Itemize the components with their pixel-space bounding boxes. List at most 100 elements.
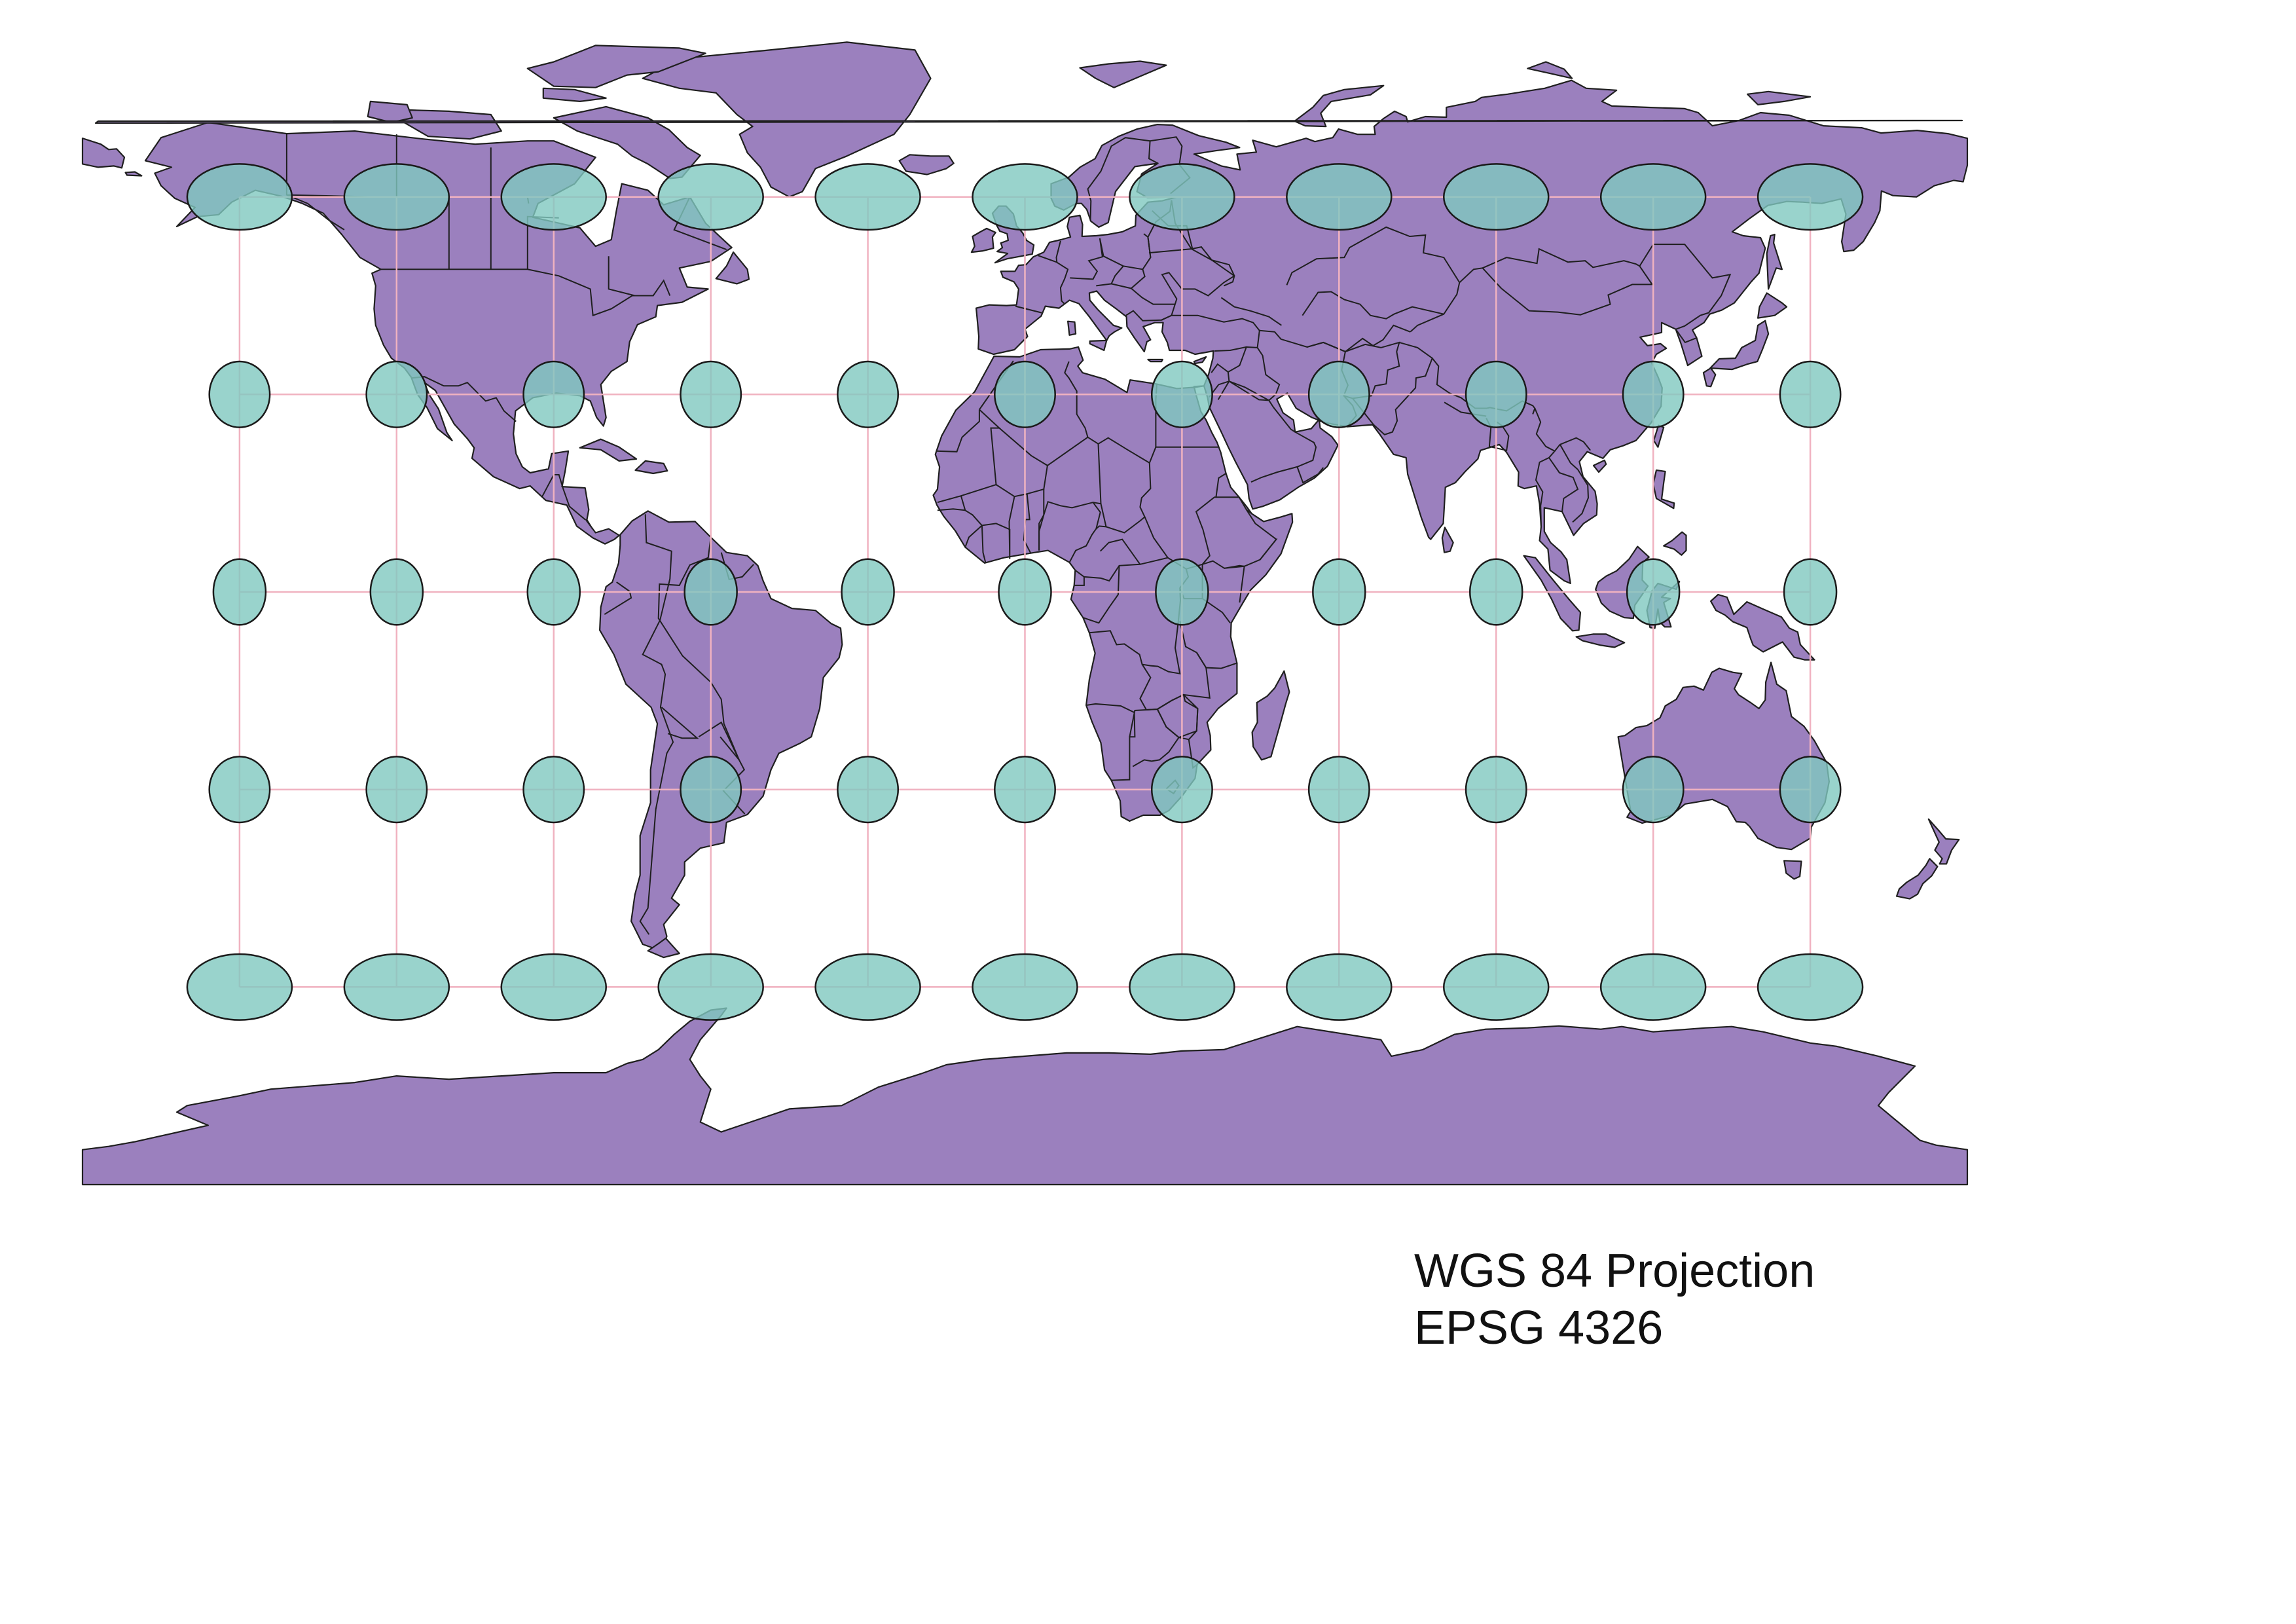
border-zimbabwe [1156, 693, 1199, 739]
projection-name-label: WGS 84 Projection [1414, 1245, 1815, 1297]
tissot-indicatrix [186, 953, 293, 1021]
cyprus [1193, 356, 1207, 365]
border-central-asia-2 [1307, 324, 1411, 353]
tissot-indicatrix [1779, 756, 1842, 824]
north-america-landmass [144, 121, 733, 545]
greenland-landmass [642, 41, 932, 198]
tissot-indicatrix [1129, 163, 1235, 231]
tissot-indicatrix [500, 953, 607, 1021]
border-central-asia [1302, 291, 1444, 320]
tissot-indicatrix [837, 756, 900, 824]
tissot-indicatrix [972, 953, 1078, 1021]
taiwan [1652, 424, 1665, 448]
alaska-islands [124, 171, 143, 177]
sardinia-corsica [1066, 320, 1077, 336]
border-arabia [1217, 380, 1317, 483]
border-us-canada [380, 268, 671, 317]
tissot-indicatrix [1779, 360, 1842, 428]
tissot-indicatrix [972, 163, 1078, 231]
border-europe-11 [1148, 246, 1235, 297]
iceland [898, 154, 955, 175]
tissot-indicatrix [208, 756, 271, 824]
tissot-indicatrix [522, 360, 585, 428]
border-n-africa-3 [936, 409, 980, 452]
novaya-zemlya [1294, 84, 1385, 128]
border-laos-vietnam-2 [1559, 444, 1590, 523]
chukotka-east [81, 138, 126, 169]
border-w-africa-5 [937, 508, 966, 511]
border-thailand [1548, 457, 1579, 512]
victoria-island [401, 109, 502, 140]
tissot-indicatrix [186, 163, 293, 231]
tissot-indicatrix [1622, 756, 1685, 824]
tissot-indicatrix [500, 163, 607, 231]
tissot-indicatrix [837, 360, 900, 428]
svalbard [1079, 60, 1167, 88]
border-europe-6 [1096, 265, 1124, 287]
banks-island [367, 100, 413, 124]
border-central-africa-6 [1074, 576, 1085, 586]
tissot-indicatrix [1286, 953, 1393, 1021]
sicily [1089, 339, 1108, 352]
border-malawi-moz [1182, 652, 1211, 769]
tissot-indicatrix [680, 360, 742, 428]
new-zealand-north [1927, 818, 1960, 865]
ireland [970, 227, 996, 253]
border-central-africa-7 [1082, 565, 1120, 624]
border-europe-4 [1070, 238, 1104, 280]
tissot-indicatrix [1469, 558, 1523, 626]
border-n-africa-2 [937, 409, 1001, 504]
tissot-indicatrix [994, 756, 1056, 824]
japan-hokkaido [1757, 292, 1788, 319]
tissot-indicatrix [1443, 953, 1550, 1021]
hispaniola [634, 460, 668, 475]
ellesmere-island [526, 45, 706, 88]
tasmania [1783, 860, 1802, 880]
border-alaska-canada [285, 134, 345, 231]
tissot-indicatrix [994, 360, 1056, 428]
tissot-indicatrix [814, 163, 921, 231]
border-n-africa-4 [998, 361, 1089, 467]
sumatra [1523, 555, 1582, 632]
japan-honshu [1709, 320, 1770, 371]
tissot-indicatrix [343, 953, 450, 1021]
epsg-code-label: EPSG 4326 [1414, 1302, 1664, 1354]
border-w-africa-4 [960, 495, 983, 547]
tissot-indicatrix [1307, 360, 1370, 428]
border-laos-vietnam [1554, 437, 1591, 452]
tissot-indicatrix [365, 756, 428, 824]
tissot-indicatrix [1465, 756, 1527, 824]
antarctica-landmass [81, 1007, 1969, 1186]
border-europe-3 [1055, 240, 1061, 263]
tissot-indicatrix [522, 756, 585, 824]
java [1575, 633, 1626, 648]
border-south-africa [1178, 737, 1189, 741]
border-mongolia-russia [1482, 248, 1640, 269]
border-kazakhstan [1286, 226, 1461, 286]
tissot-indicatrix [1757, 953, 1864, 1021]
new-zealand-south [1895, 858, 1939, 900]
border-caucasus [1220, 297, 1282, 326]
madagascar [1251, 670, 1290, 761]
sri-lanka [1441, 526, 1454, 553]
tissot-indicatrix [1622, 360, 1685, 428]
border-us-mexico [411, 376, 517, 422]
newfoundland [715, 251, 750, 285]
tissot-indicatrix [1599, 953, 1707, 1021]
border-central-africa-2 [1097, 443, 1102, 504]
border-middle-east-2 [1228, 346, 1247, 373]
eurasia-landmass [932, 79, 1969, 822]
tissot-indicatrix [683, 558, 738, 626]
border-europe-7 [1111, 269, 1146, 289]
tissot-indicatrix [208, 360, 271, 428]
tissot-indicatrix [1443, 163, 1550, 231]
border-horn [1245, 509, 1277, 561]
tissot-indicatrix [1150, 756, 1213, 824]
border-sa-1 [639, 514, 674, 935]
border-w-africa-3 [981, 496, 1015, 564]
philippines-mindanao [1663, 531, 1687, 556]
border-central-america [541, 474, 593, 530]
japan-kyushu [1702, 367, 1717, 388]
tissot-indicatrix [1465, 360, 1527, 428]
